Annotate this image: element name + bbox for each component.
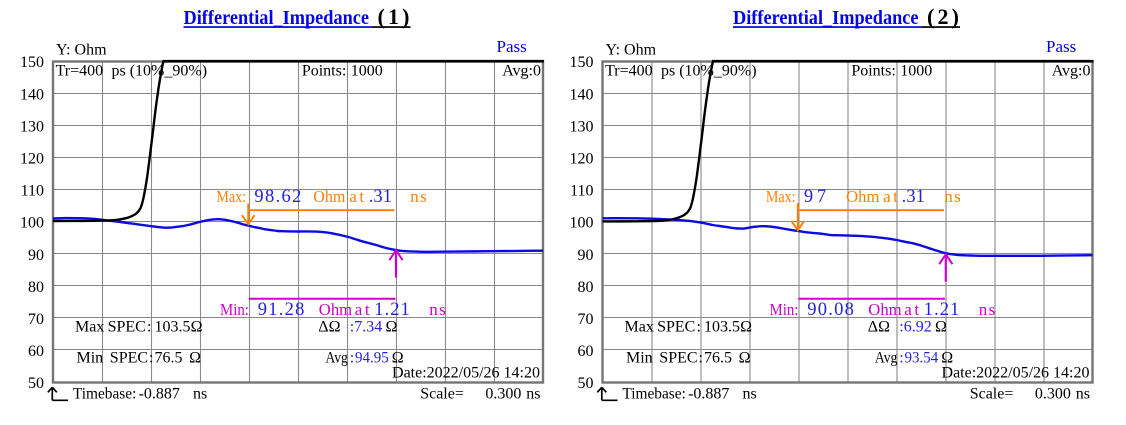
svg-text:150: 150 bbox=[20, 54, 44, 71]
svg-text:Pass: Pass bbox=[1046, 37, 1076, 56]
svg-text:140: 140 bbox=[20, 86, 44, 103]
svg-text:ps (10%_90%): ps (10%_90%) bbox=[112, 63, 208, 80]
svg-text:(2): (2) bbox=[927, 4, 959, 29]
svg-text:ΔΩ:6.92Ω: ΔΩ:6.92 Ω bbox=[868, 319, 947, 336]
svg-text:1000: 1000 bbox=[900, 63, 932, 80]
svg-text:150: 150 bbox=[570, 54, 594, 71]
svg-text:Points:: Points: bbox=[851, 63, 895, 80]
svg-text:Tr=400: Tr=400 bbox=[56, 63, 104, 80]
svg-text:ΔΩ:7.34Ω: ΔΩ:7.34 Ω bbox=[318, 319, 397, 336]
svg-text:Avg:0: Avg:0 bbox=[1052, 63, 1091, 80]
svg-text:120: 120 bbox=[20, 151, 44, 168]
svg-text:100: 100 bbox=[20, 215, 44, 232]
svg-text:60: 60 bbox=[578, 343, 594, 360]
svg-text:Y: Ohm: Y: Ohm bbox=[606, 42, 657, 59]
svg-text:Date:2022/05/26 14:20: Date:2022/05/26 14:20 bbox=[392, 364, 540, 381]
svg-text:Differential_Impedance: Differential_Impedance bbox=[184, 7, 370, 29]
svg-text:70: 70 bbox=[28, 311, 44, 328]
svg-text:80: 80 bbox=[578, 279, 594, 296]
svg-text:Tr=400: Tr=400 bbox=[605, 63, 653, 80]
svg-text:Avg:0: Avg:0 bbox=[502, 63, 541, 80]
svg-text:50: 50 bbox=[578, 375, 594, 392]
svg-text:90: 90 bbox=[28, 247, 44, 264]
svg-text:Differential_Impedance: Differential_Impedance bbox=[733, 7, 919, 29]
svg-text:Avg:94.95Ω: Avg:94.95 Ω bbox=[325, 350, 403, 367]
svg-text:130: 130 bbox=[570, 118, 594, 135]
svg-text:(1): (1) bbox=[378, 4, 410, 29]
svg-text:70: 70 bbox=[578, 311, 594, 328]
svg-text:90: 90 bbox=[578, 247, 594, 264]
svg-text:Pass: Pass bbox=[497, 37, 527, 56]
svg-text:ps (10%_90%): ps (10%_90%) bbox=[661, 63, 757, 80]
svg-text:110: 110 bbox=[570, 183, 593, 200]
svg-text:140: 140 bbox=[570, 86, 594, 103]
svg-text:110: 110 bbox=[21, 183, 44, 200]
svg-text:80: 80 bbox=[28, 279, 44, 296]
svg-text:60: 60 bbox=[28, 343, 44, 360]
svg-text:50: 50 bbox=[28, 375, 44, 392]
svg-text:100: 100 bbox=[570, 215, 594, 232]
svg-text:Y: Ohm: Y: Ohm bbox=[56, 42, 107, 59]
svg-text:120: 120 bbox=[570, 151, 594, 168]
svg-text:Points:: Points: bbox=[302, 63, 346, 80]
svg-text:1000: 1000 bbox=[351, 63, 383, 80]
svg-text:Date:2022/05/26 14:20: Date:2022/05/26 14:20 bbox=[942, 364, 1090, 381]
svg-text:130: 130 bbox=[20, 118, 44, 135]
svg-text:Avg:93.54Ω: Avg:93.54 Ω bbox=[875, 350, 953, 367]
